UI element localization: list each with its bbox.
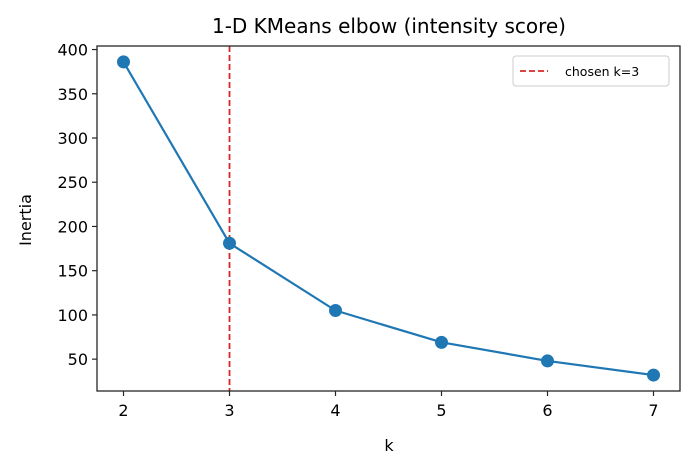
y-tick-label: 200: [57, 217, 88, 236]
x-tick-label: 7: [648, 401, 658, 420]
data-point-marker: [647, 368, 660, 382]
y-tick-label: 300: [57, 129, 88, 148]
x-tick-label: 2: [118, 401, 128, 420]
x-tick-label: 3: [224, 401, 234, 420]
y-tick-label: 150: [57, 262, 88, 281]
data-point-marker: [329, 304, 342, 317]
data-point-marker: [117, 55, 130, 69]
x-tick-label: 6: [542, 401, 552, 420]
data-point-marker: [541, 354, 554, 368]
y-tick-label: 250: [57, 173, 88, 192]
legend: chosen k=3: [512, 55, 670, 87]
x-tick-label: 4: [330, 401, 340, 420]
data-point-marker: [223, 236, 236, 250]
y-tick-label: 400: [57, 41, 88, 60]
y-tick-label: 100: [57, 306, 88, 325]
legend-box: [512, 55, 670, 87]
x-tick-label: 5: [436, 401, 446, 420]
x-axis-label: k: [384, 436, 394, 455]
series-line: [122, 61, 654, 377]
y-tick-label: 350: [57, 85, 88, 104]
plot-area: 2 3 4 5 6 7 50 100 150 200 250 300 350 400: [57, 41, 681, 420]
axes-frame: [96, 45, 681, 392]
legend-label: chosen k=3: [565, 64, 639, 79]
data-point-marker: [435, 335, 448, 349]
y-axis-label: Inertia: [16, 194, 35, 246]
chart-title: 1-D KMeans elbow (intensity score): [212, 14, 566, 38]
y-tick-label: 50: [68, 350, 88, 369]
